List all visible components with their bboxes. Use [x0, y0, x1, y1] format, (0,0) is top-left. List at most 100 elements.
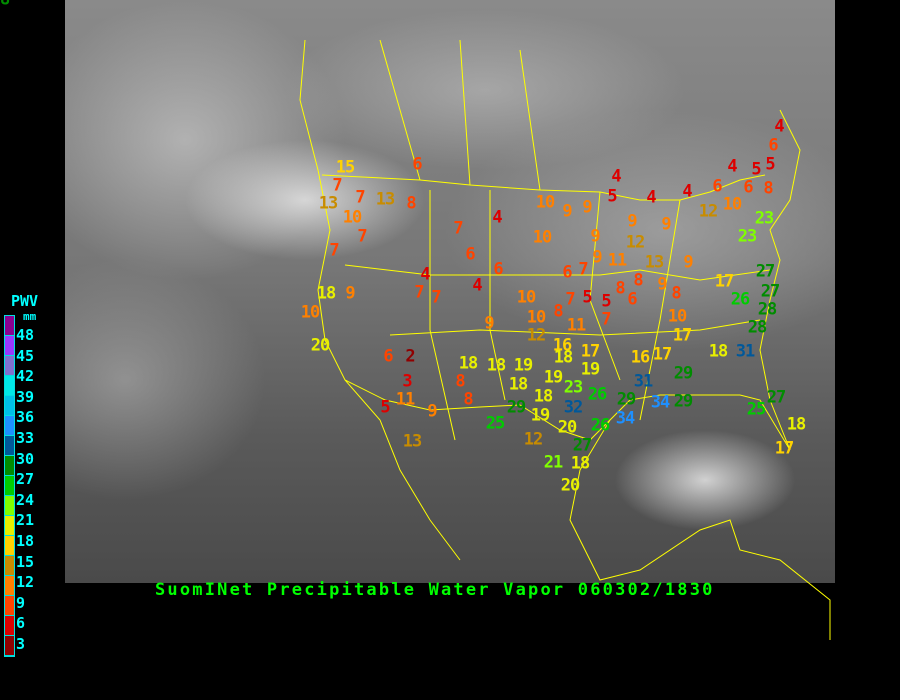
legend-label: 36 [16, 408, 35, 427]
station-pwv-value: 9 [582, 197, 592, 218]
station-pwv-value: 17 [672, 325, 693, 346]
legend-swatch [5, 376, 14, 396]
station-pwv-value: 5 [582, 287, 592, 308]
station-pwv-value: 21 [543, 452, 564, 473]
legend-swatch [5, 596, 14, 616]
station-pwv-value: 5 [601, 291, 611, 312]
station-pwv-value: 16 [630, 347, 651, 368]
legend-label: 21 [16, 511, 35, 530]
legend-swatch [5, 556, 14, 576]
station-pwv-value: 20 [310, 335, 331, 356]
station-pwv-value: 4 [492, 207, 502, 228]
legend-label: 30 [16, 449, 35, 468]
station-pwv-value: 11 [395, 389, 416, 410]
station-pwv-value: 27 [760, 281, 781, 302]
station-pwv-value: 13 [402, 431, 423, 452]
station-pwv-value: 25 [746, 399, 767, 420]
station-pwv-value: 20 [560, 475, 581, 496]
legend-label: 18 [16, 532, 35, 550]
station-pwv-value: 17 [774, 438, 795, 459]
legend-unit: mm [23, 310, 37, 323]
station-pwv-value: 18 [316, 283, 337, 304]
station-pwv-value: 8 [463, 389, 473, 410]
station-pwv-value: 28 [747, 317, 768, 338]
legend-swatch [5, 516, 14, 536]
station-pwv-value: 29 [616, 389, 637, 410]
legend-label: 24 [16, 490, 35, 509]
station-pwv-value: 18 [508, 374, 529, 395]
legend-swatch [5, 436, 14, 456]
station-pwv-value: 7 [355, 187, 365, 208]
station-pwv-value: 26 [730, 289, 751, 310]
station-pwv-value: 9 [590, 226, 600, 247]
station-pwv-value: 8 [615, 278, 625, 299]
station-pwv-value: 10 [532, 227, 553, 248]
canada-province-line [519, 49, 541, 191]
legend-label: 12 [16, 573, 35, 592]
station-pwv-value: 7 [431, 287, 441, 308]
legend-swatch [5, 456, 14, 476]
station-pwv-value: 9 [627, 211, 637, 232]
station-pwv-value: 29 [506, 397, 527, 418]
station-pwv-value: 4 [682, 181, 692, 202]
station-pwv-value: 6 [768, 135, 778, 156]
station-pwv-value: 18 [570, 453, 591, 474]
station-pwv-value: 4 [420, 264, 430, 285]
station-pwv-value: 16 [552, 335, 573, 356]
station-pwv-value: 6 [465, 244, 475, 265]
legend-label: 15 [16, 552, 35, 571]
station-pwv-value: 12 [523, 429, 544, 450]
legend-label: 27 [16, 470, 35, 489]
station-pwv-value: 11 [607, 250, 628, 271]
station-pwv-value: 7 [601, 309, 611, 330]
gulf-coast [569, 419, 831, 640]
legend-label: 33 [16, 429, 35, 447]
station-pwv-value: 7 [332, 175, 342, 196]
station-pwv-value: 23 [563, 377, 584, 398]
station-pwv-value: 15 [335, 157, 356, 178]
station-pwv-value: 29 [673, 391, 694, 412]
station-pwv-value: 7 [578, 259, 588, 280]
legend-swatch [5, 416, 14, 436]
state-line [429, 190, 456, 441]
map-title: SuomINet Precipitable Water Vapor 060302… [155, 580, 715, 600]
state-line [389, 319, 761, 336]
east-coast [759, 109, 801, 451]
station-pwv-value: 19 [580, 359, 601, 380]
station-pwv-value: 4 [472, 275, 482, 296]
state-line [639, 199, 681, 421]
station-pwv-value: 5 [751, 159, 761, 180]
station-pwv-value: 9 [592, 247, 602, 268]
station-pwv-value: 8 [671, 283, 681, 304]
legend-swatch [5, 336, 14, 356]
station-pwv-value: 10 [526, 307, 547, 328]
us-canada-border [321, 174, 766, 201]
station-pwv-value: 2 [405, 346, 415, 367]
legend-swatch [5, 616, 14, 636]
station-pwv-value: 7 [565, 289, 575, 310]
satellite-image [65, 0, 835, 583]
state-line [344, 264, 771, 281]
station-pwv-value: 8 [633, 270, 643, 291]
station-pwv-value: 13 [644, 252, 665, 273]
station-pwv-value: 6 [743, 177, 753, 198]
station-pwv-value: 3 [402, 371, 412, 392]
station-pwv-value: 10 [516, 287, 537, 308]
station-pwv-value: 7 [453, 218, 463, 239]
station-pwv-value: 13 [318, 193, 339, 214]
pwv-color-scale [4, 315, 15, 657]
station-pwv-value: 10 [300, 302, 321, 323]
legend-title: PWV [11, 292, 39, 310]
station-pwv-value: 34 [650, 392, 671, 413]
station-pwv-value: 18 [533, 386, 554, 407]
station-pwv-value: 34 [615, 408, 636, 429]
station-pwv-value: 17 [714, 271, 735, 292]
station-pwv-value: 12 [625, 232, 646, 253]
station-pwv-value: 10 [667, 306, 688, 327]
station-pwv-value: 9 [683, 252, 693, 273]
station-pwv-value: 11 [566, 315, 587, 336]
legend-label: 45 [16, 346, 35, 365]
state-line [589, 191, 621, 381]
station-pwv-value: 26 [587, 384, 608, 405]
